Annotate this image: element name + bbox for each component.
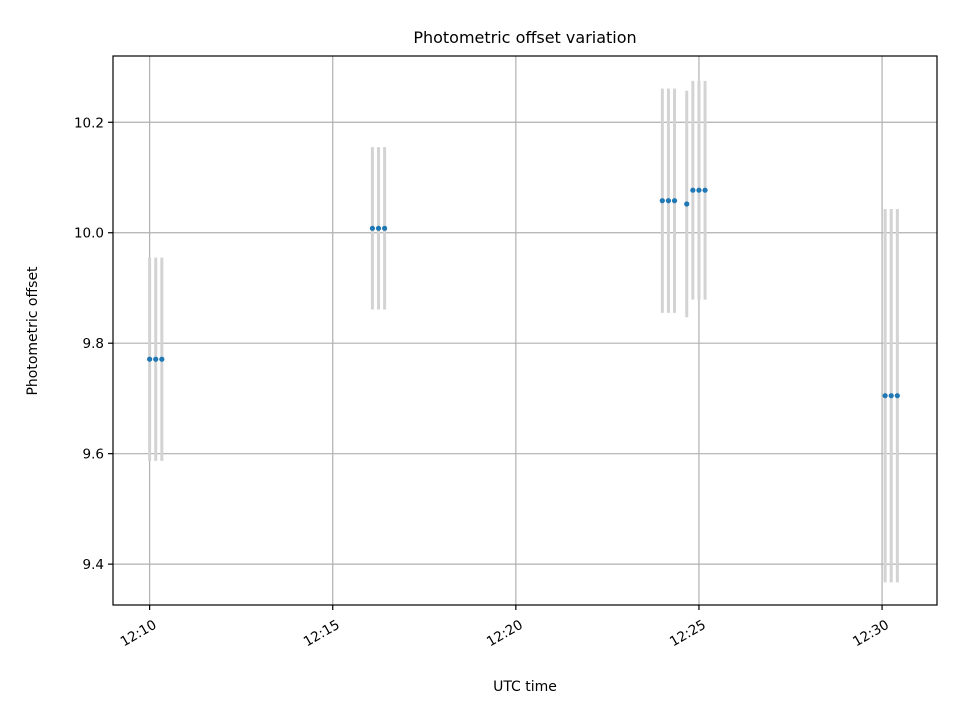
y-tick-label: 9.4 (83, 557, 104, 573)
data-point (690, 187, 696, 193)
x-tick-label: 12:25 (667, 617, 709, 650)
data-point (153, 356, 159, 362)
data-point (888, 393, 894, 399)
data-point (659, 198, 665, 204)
y-tick-label: 9.6 (83, 447, 104, 463)
data-point (147, 356, 153, 362)
x-tick-label: 12:15 (301, 617, 343, 650)
data-point (882, 393, 888, 399)
data-point (382, 225, 388, 231)
data-point (684, 201, 690, 207)
error-bars (148, 80, 899, 583)
y-tick-label: 10.2 (74, 115, 104, 131)
chart-title: Photometric offset variation (413, 28, 636, 47)
x-tick-label: 12:30 (850, 617, 892, 650)
data-point (665, 198, 672, 204)
y-axis-label: Photometric offset (25, 266, 41, 396)
data-point (671, 198, 678, 204)
grid (113, 56, 937, 605)
data-point (369, 225, 376, 231)
data-points (147, 187, 900, 399)
y-tick-label: 9.8 (83, 336, 104, 352)
x-axis-label: UTC time (493, 679, 557, 695)
data-point (894, 393, 900, 399)
plot-frame (112, 55, 938, 606)
x-tick-label: 12:10 (118, 617, 160, 650)
data-point (159, 356, 165, 362)
data-point (375, 225, 382, 231)
x-axis: 12:10 12:15 12:20 12:25 12:30 (118, 605, 892, 650)
y-tick-label: 10.0 (74, 226, 104, 242)
data-point (702, 187, 708, 193)
data-point (696, 187, 702, 193)
x-tick-label: 12:20 (484, 617, 526, 650)
y-axis: 9.4 9.6 9.8 10.0 10.2 (74, 115, 113, 573)
